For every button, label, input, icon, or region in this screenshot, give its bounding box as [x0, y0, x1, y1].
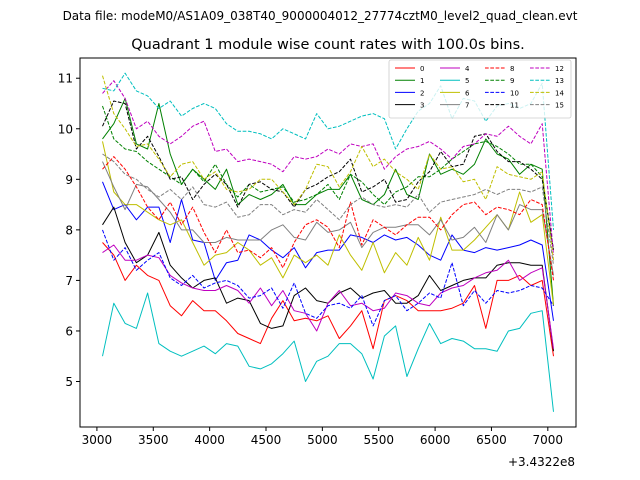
legend-label-12: 12 — [555, 65, 564, 73]
legend-label-2: 2 — [420, 89, 424, 97]
legend-label-14: 14 — [555, 89, 564, 97]
x-tick-label: 4000 — [194, 433, 225, 447]
x-tick-label: 3000 — [82, 433, 113, 447]
legend-label-4: 4 — [465, 65, 470, 73]
plot-frame — [79, 57, 577, 428]
series-line-13 — [102, 72, 554, 230]
series-line-5 — [102, 292, 554, 412]
series-line-14 — [102, 75, 554, 261]
series-line-10 — [102, 229, 554, 327]
chart-title: Quadrant 1 module wise count rates with … — [131, 37, 525, 53]
series-line-6 — [102, 141, 554, 306]
x-tick-label: 4500 — [251, 433, 282, 447]
legend-label-6: 6 — [465, 89, 470, 97]
legend-box — [388, 59, 572, 119]
series-line-9 — [102, 105, 554, 251]
x-tick-label: 6500 — [476, 433, 507, 447]
legend-label-1: 1 — [420, 77, 424, 85]
series-line-11 — [102, 100, 554, 251]
x-tick-label: 5500 — [363, 433, 394, 447]
legend-label-9: 9 — [510, 77, 514, 85]
series-line-1 — [102, 97, 554, 306]
series-line-2 — [102, 181, 554, 321]
legend-label-10: 10 — [510, 89, 519, 97]
legend-label-13: 13 — [555, 77, 564, 85]
y-tick-label: 6 — [65, 324, 73, 338]
legend-label-7: 7 — [465, 102, 469, 110]
series-line-7 — [102, 161, 554, 276]
legend-label-8: 8 — [510, 65, 514, 73]
series-line-0 — [102, 242, 554, 357]
y-tick-label: 7 — [65, 274, 73, 288]
figure-suptitle: Data file: modeM0/AS1A09_038T40_90000040… — [63, 9, 578, 23]
y-tick-label: 10 — [58, 122, 73, 136]
x-axis-offset-label: +3.4322e8 — [508, 455, 575, 469]
axes-layer: 3000 3500 4000 4500 5000 5500 6000 6500 7000 5 6 7 8… — [58, 72, 563, 447]
series-line-15 — [102, 153, 554, 266]
legend-label-0: 0 — [420, 65, 424, 73]
legend-label-5: 5 — [465, 77, 469, 85]
legend-label-11: 11 — [510, 102, 519, 110]
legend-label-15: 15 — [555, 102, 564, 110]
series-line-8 — [102, 156, 554, 281]
y-tick-label: 5 — [65, 375, 73, 389]
x-tick-label: 3500 — [138, 433, 169, 447]
x-tick-label: 6000 — [420, 433, 451, 447]
legend-label-3: 3 — [420, 102, 424, 110]
y-tick-label: 11 — [58, 72, 73, 86]
y-tick-label: 9 — [65, 173, 73, 187]
y-tick-label: 8 — [65, 223, 73, 237]
x-tick-label: 5000 — [307, 433, 338, 447]
series-line-4 — [102, 244, 554, 349]
series-line-12 — [102, 80, 554, 256]
x-tick-label: 7000 — [533, 433, 564, 447]
series-layer — [102, 72, 554, 412]
